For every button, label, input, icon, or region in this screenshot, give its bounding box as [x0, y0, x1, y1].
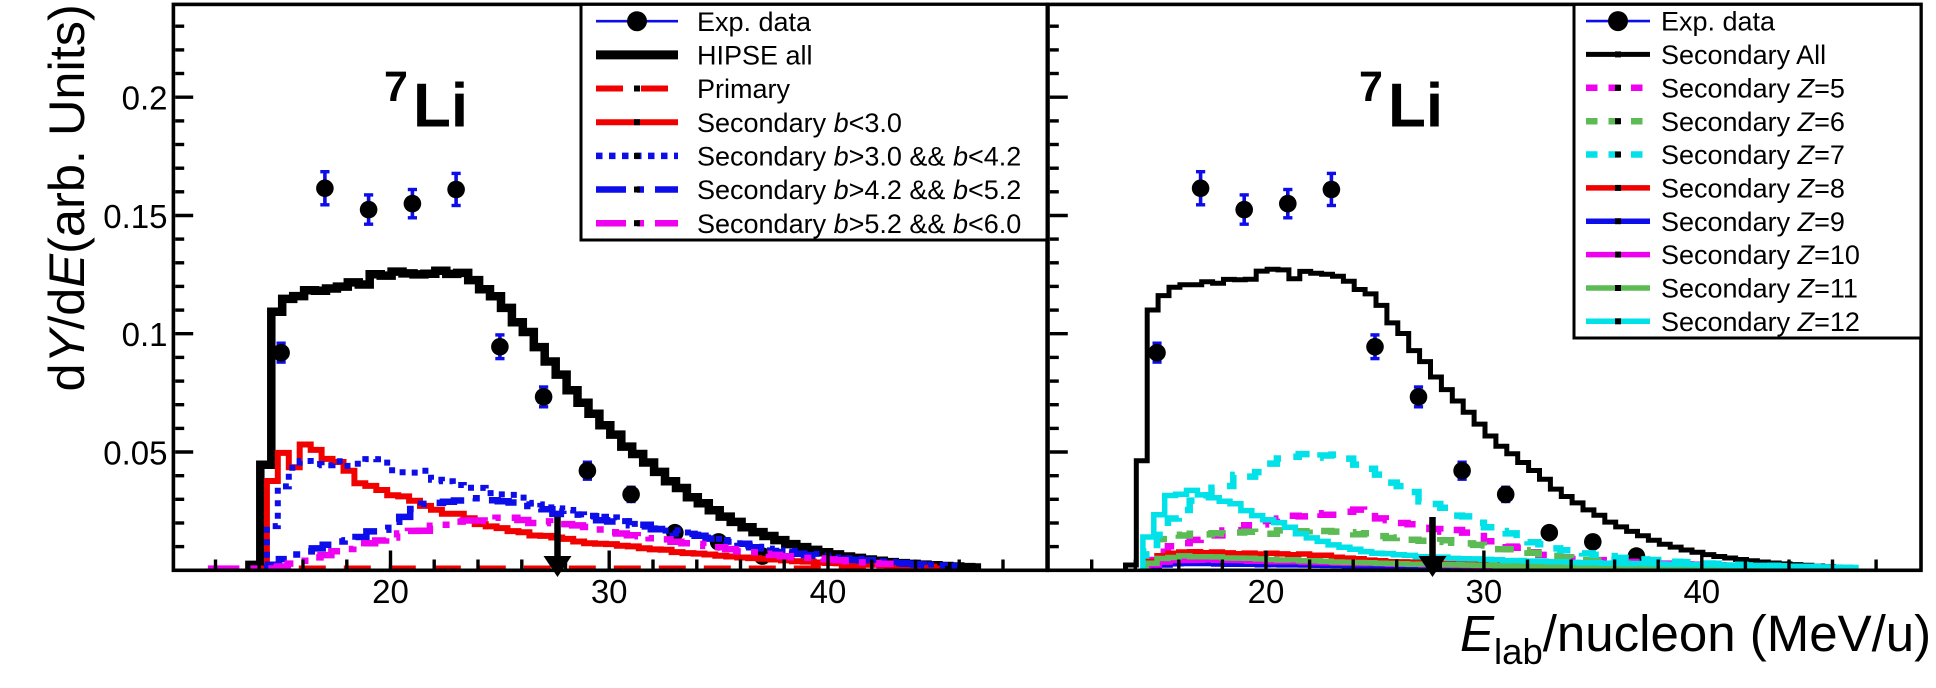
- svg-text:7: 7: [1359, 63, 1383, 111]
- svg-text:40: 40: [810, 573, 847, 610]
- svg-text:Secondary Z=10: Secondary Z=10: [1661, 240, 1860, 270]
- svg-text:30: 30: [1466, 573, 1503, 610]
- svg-text:Secondary Z=7: Secondary Z=7: [1661, 140, 1845, 170]
- svg-text:Secondary b>3.0 && b<4.2: Secondary b>3.0 && b<4.2: [697, 142, 1021, 172]
- svg-text:Secondary All: Secondary All: [1661, 40, 1826, 70]
- svg-text:dY/dE(arb. Units): dY/dE(arb. Units): [38, 4, 95, 391]
- svg-text:Secondary Z=6: Secondary Z=6: [1661, 107, 1845, 137]
- svg-text:Secondary Z=11: Secondary Z=11: [1661, 274, 1858, 304]
- svg-text:0.05: 0.05: [103, 435, 167, 472]
- svg-text:Elab/nucleon (MeV/u): Elab/nucleon (MeV/u): [1460, 605, 1931, 672]
- svg-text:Li: Li: [1388, 72, 1443, 141]
- svg-text:20: 20: [1248, 573, 1285, 610]
- svg-text:Secondary b<3.0: Secondary b<3.0: [697, 108, 902, 138]
- svg-text:HIPSE all: HIPSE all: [697, 41, 813, 71]
- svg-text:Secondary Z=9: Secondary Z=9: [1661, 207, 1845, 237]
- svg-text:0.1: 0.1: [122, 316, 168, 353]
- svg-text:Exp. data: Exp. data: [697, 7, 812, 37]
- svg-text:Li: Li: [413, 72, 468, 141]
- svg-text:0.2: 0.2: [122, 80, 168, 117]
- svg-text:Secondary Z=5: Secondary Z=5: [1661, 73, 1845, 103]
- svg-text:30: 30: [591, 573, 628, 610]
- svg-text:Secondary Z=12: Secondary Z=12: [1661, 307, 1860, 337]
- svg-text:Secondary b>5.2 && b<6.0: Secondary b>5.2 && b<6.0: [697, 209, 1021, 239]
- svg-text:20: 20: [372, 573, 409, 610]
- svg-text:7: 7: [384, 63, 408, 111]
- svg-text:0.15: 0.15: [103, 198, 167, 235]
- svg-text:Primary: Primary: [697, 74, 790, 104]
- svg-text:Secondary b>4.2 && b<5.2: Secondary b>4.2 && b<5.2: [697, 175, 1021, 205]
- svg-text:Secondary Z=8: Secondary Z=8: [1661, 174, 1845, 204]
- svg-text:Exp. data: Exp. data: [1661, 7, 1776, 37]
- svg-text:40: 40: [1683, 573, 1720, 610]
